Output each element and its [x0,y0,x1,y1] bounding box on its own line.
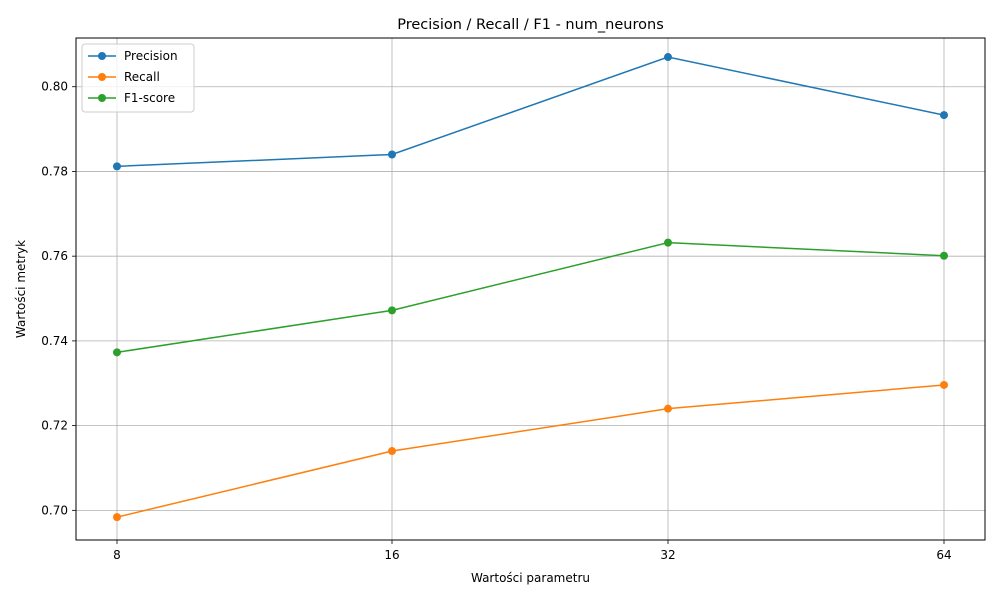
legend-box [81,43,195,113]
y-tick-label: 0.80 [41,80,68,94]
legend-marker-precision [98,52,106,60]
data-point-recall [940,380,948,389]
data-point-recall [388,447,396,456]
y-tick-label: 0.70 [41,503,68,517]
data-point-recall [664,404,672,413]
x-tick-label: 8 [113,548,121,562]
y-tick-label: 0.76 [41,249,68,263]
y-tick-label: 0.72 [41,419,68,433]
data-point-precision [388,150,396,159]
legend-marker-recall [98,73,106,81]
x-tick-label: 16 [384,548,399,562]
ticks-layer: 8 16 32 64 0.70 0.72 0.74 0.76 0.78 0.80 [41,80,951,562]
y-tick-label: 0.78 [41,164,68,178]
data-point-f1-score [940,251,948,260]
legend-label-precision: Precision [124,49,178,63]
data-point-precision [664,53,672,62]
data-point-f1-score [388,306,396,315]
data-point-f1-score [113,348,121,357]
data-point-f1-score [664,238,672,247]
y-tick-label: 0.74 [41,334,68,348]
grid-layer [76,38,985,540]
x-tick-label: 64 [936,548,951,562]
series-line-recall [116,384,945,518]
data-point-precision [940,111,948,120]
x-tick-label: 32 [660,548,675,562]
series-line-precision [116,56,945,168]
legend-marker-f1-score [98,94,106,102]
legend-label-f1-score: F1-score [124,91,175,105]
chart-title: Precision / Recall / F1 - num_neurons [397,17,664,33]
y-axis-label: Wartości metryk [14,240,28,338]
legend: Precision Recall F1-score [81,43,195,113]
series-line-f1-score [116,241,945,354]
plot-frame [75,37,986,541]
legend-label-recall: Recall [124,70,160,84]
data-point-recall [113,513,121,522]
series-layer [113,53,948,522]
data-point-precision [113,162,121,171]
x-axis-label: Wartości parametru [471,571,590,585]
